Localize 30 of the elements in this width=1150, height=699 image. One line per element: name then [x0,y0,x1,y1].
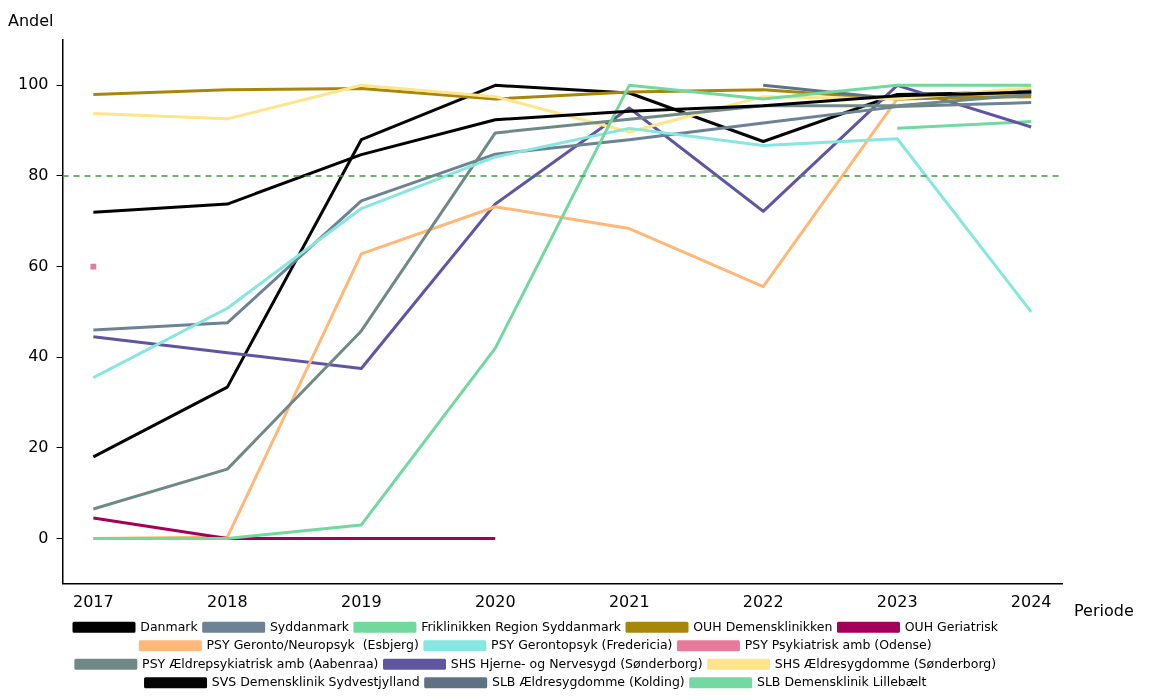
x-tick-label: 2022 [742,591,784,611]
legend-label: SLB Ældresygdomme (Kolding) [491,674,685,689]
x-axis-title: Periode [1074,600,1134,620]
legend-label: SHS Hjerne- og Nervesygd (Sønderborg) [450,655,703,671]
legend-label: SHS Ældresygdomme (Sønderborg) [774,655,997,671]
legend-label: SVS Demensklinik Sydvestjylland [211,674,420,689]
legend-label: Syddanmark [269,618,350,634]
y-tick-label: 20 [28,437,49,457]
y-tick-label: 80 [28,165,49,185]
legend-label: OUH Geriatrisk [904,618,999,634]
x-tick-label: 2017 [72,591,114,611]
legend-label: OUH Demensklinikken [693,618,833,634]
x-tick-label: 2020 [474,591,516,611]
legend-label: PSY Ældrepsykiatrisk amb (Aabenraa) [142,655,379,671]
x-tick-label: 2023 [876,591,918,611]
y-axis-title: Andel [8,11,54,31]
y-tick-label: 60 [28,255,49,275]
y-tick-label: 100 [17,74,49,94]
legend-label: SLB Demensklinik Lillebælt [756,674,927,689]
y-tick-label: 0 [38,527,49,547]
legend-label: Danmark [140,618,199,634]
x-tick-label: 2021 [608,591,650,611]
legend-label: PSY Psykiatrisk amb (Odense) [744,637,932,652]
y-tick-label: 40 [28,346,49,366]
legend-label: Friklinikken Region Syddanmark [421,618,622,634]
legend-label: PSY Geronto/Neuropsyk (Esbjerg) [206,637,419,652]
legend-label: PSY Gerontopsyk (Fredericia) [491,637,673,652]
x-tick-label: 2024 [1010,591,1052,611]
x-tick-label: 2019 [340,591,382,611]
x-tick-label: 2018 [206,591,248,611]
